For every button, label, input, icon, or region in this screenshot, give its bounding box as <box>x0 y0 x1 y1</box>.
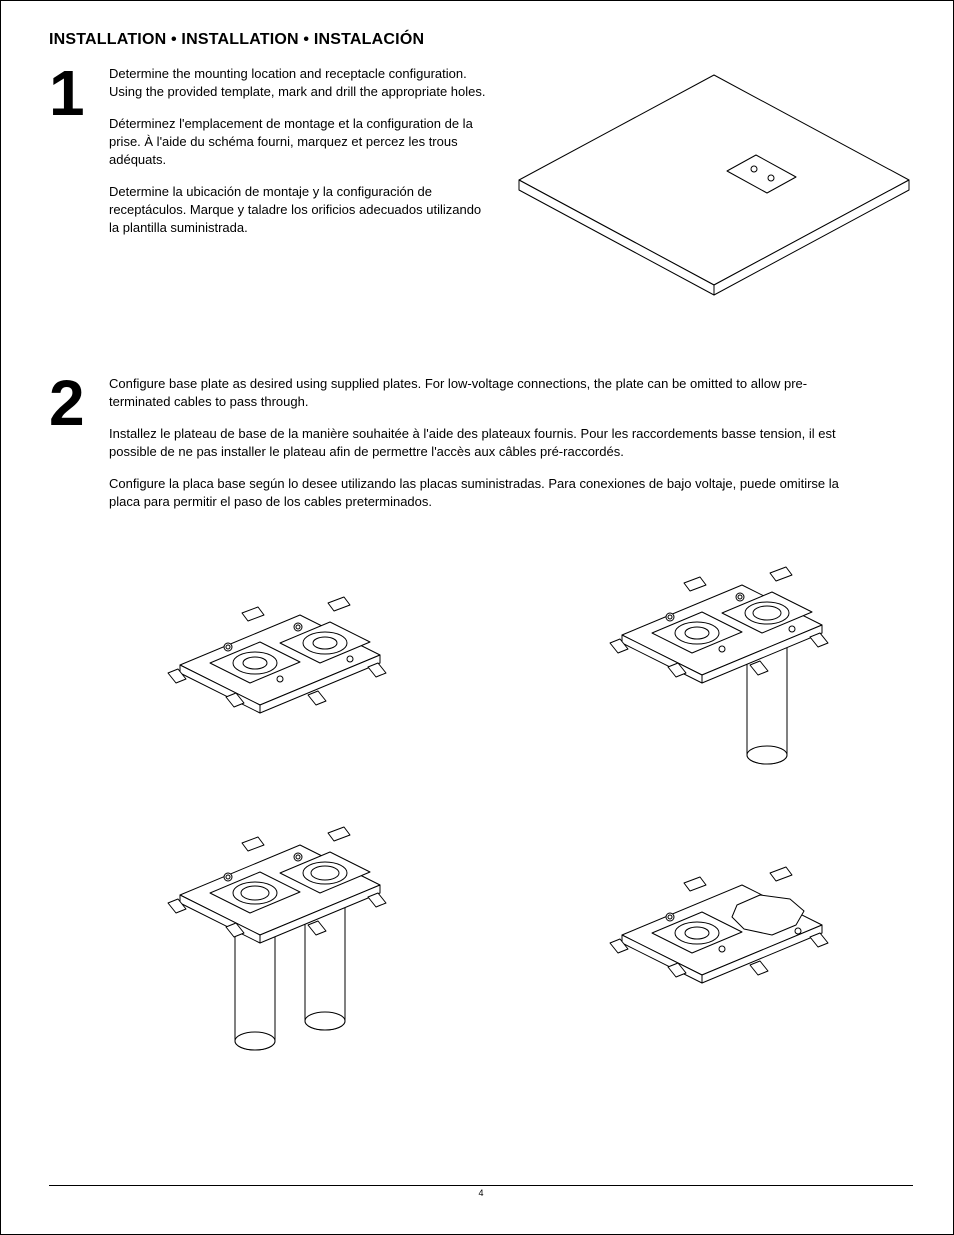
step-2-figure-grid <box>49 555 913 1065</box>
step-1-figure <box>509 65 919 315</box>
step-1-para-es: Determine la ubicación de montaje y la c… <box>109 183 489 237</box>
baseplate-two-conduit-icon <box>130 815 390 1065</box>
baseplate-figure-a <box>59 555 461 785</box>
baseplate-figure-d <box>501 815 903 1065</box>
section-title: INSTALLATION • INSTALLATION • INSTALACIÓ… <box>49 31 913 49</box>
step-2-text: Configure base plate as desired using su… <box>109 375 849 525</box>
step-1-para-fr: Déterminez l'emplacement de montage et l… <box>109 115 489 169</box>
step-1-para-en: Determine the mounting location and rece… <box>109 65 489 101</box>
step-2-number: 2 <box>49 375 109 433</box>
step-2-para-fr: Installez le plateau de base de la maniè… <box>109 425 849 461</box>
step-2: 2 Configure base plate as desired using … <box>49 375 913 525</box>
step-2-para-en: Configure base plate as desired using su… <box>109 375 849 411</box>
page-number: 4 <box>478 1188 483 1198</box>
step-1-text: Determine the mounting location and rece… <box>109 65 489 315</box>
baseplate-no-conduit-icon <box>130 585 390 755</box>
page-footer: 4 <box>49 1185 913 1198</box>
step-1: 1 Determine the mounting location and re… <box>49 65 913 315</box>
baseplate-figure-b <box>501 555 903 785</box>
baseplate-figure-c <box>59 815 461 1065</box>
baseplate-open-cutout-icon <box>572 855 832 1025</box>
template-slab-icon <box>509 65 919 315</box>
baseplate-one-conduit-icon <box>572 555 832 785</box>
step-1-number: 1 <box>49 65 109 123</box>
step-2-para-es: Configure la placa base según lo desee u… <box>109 475 849 511</box>
